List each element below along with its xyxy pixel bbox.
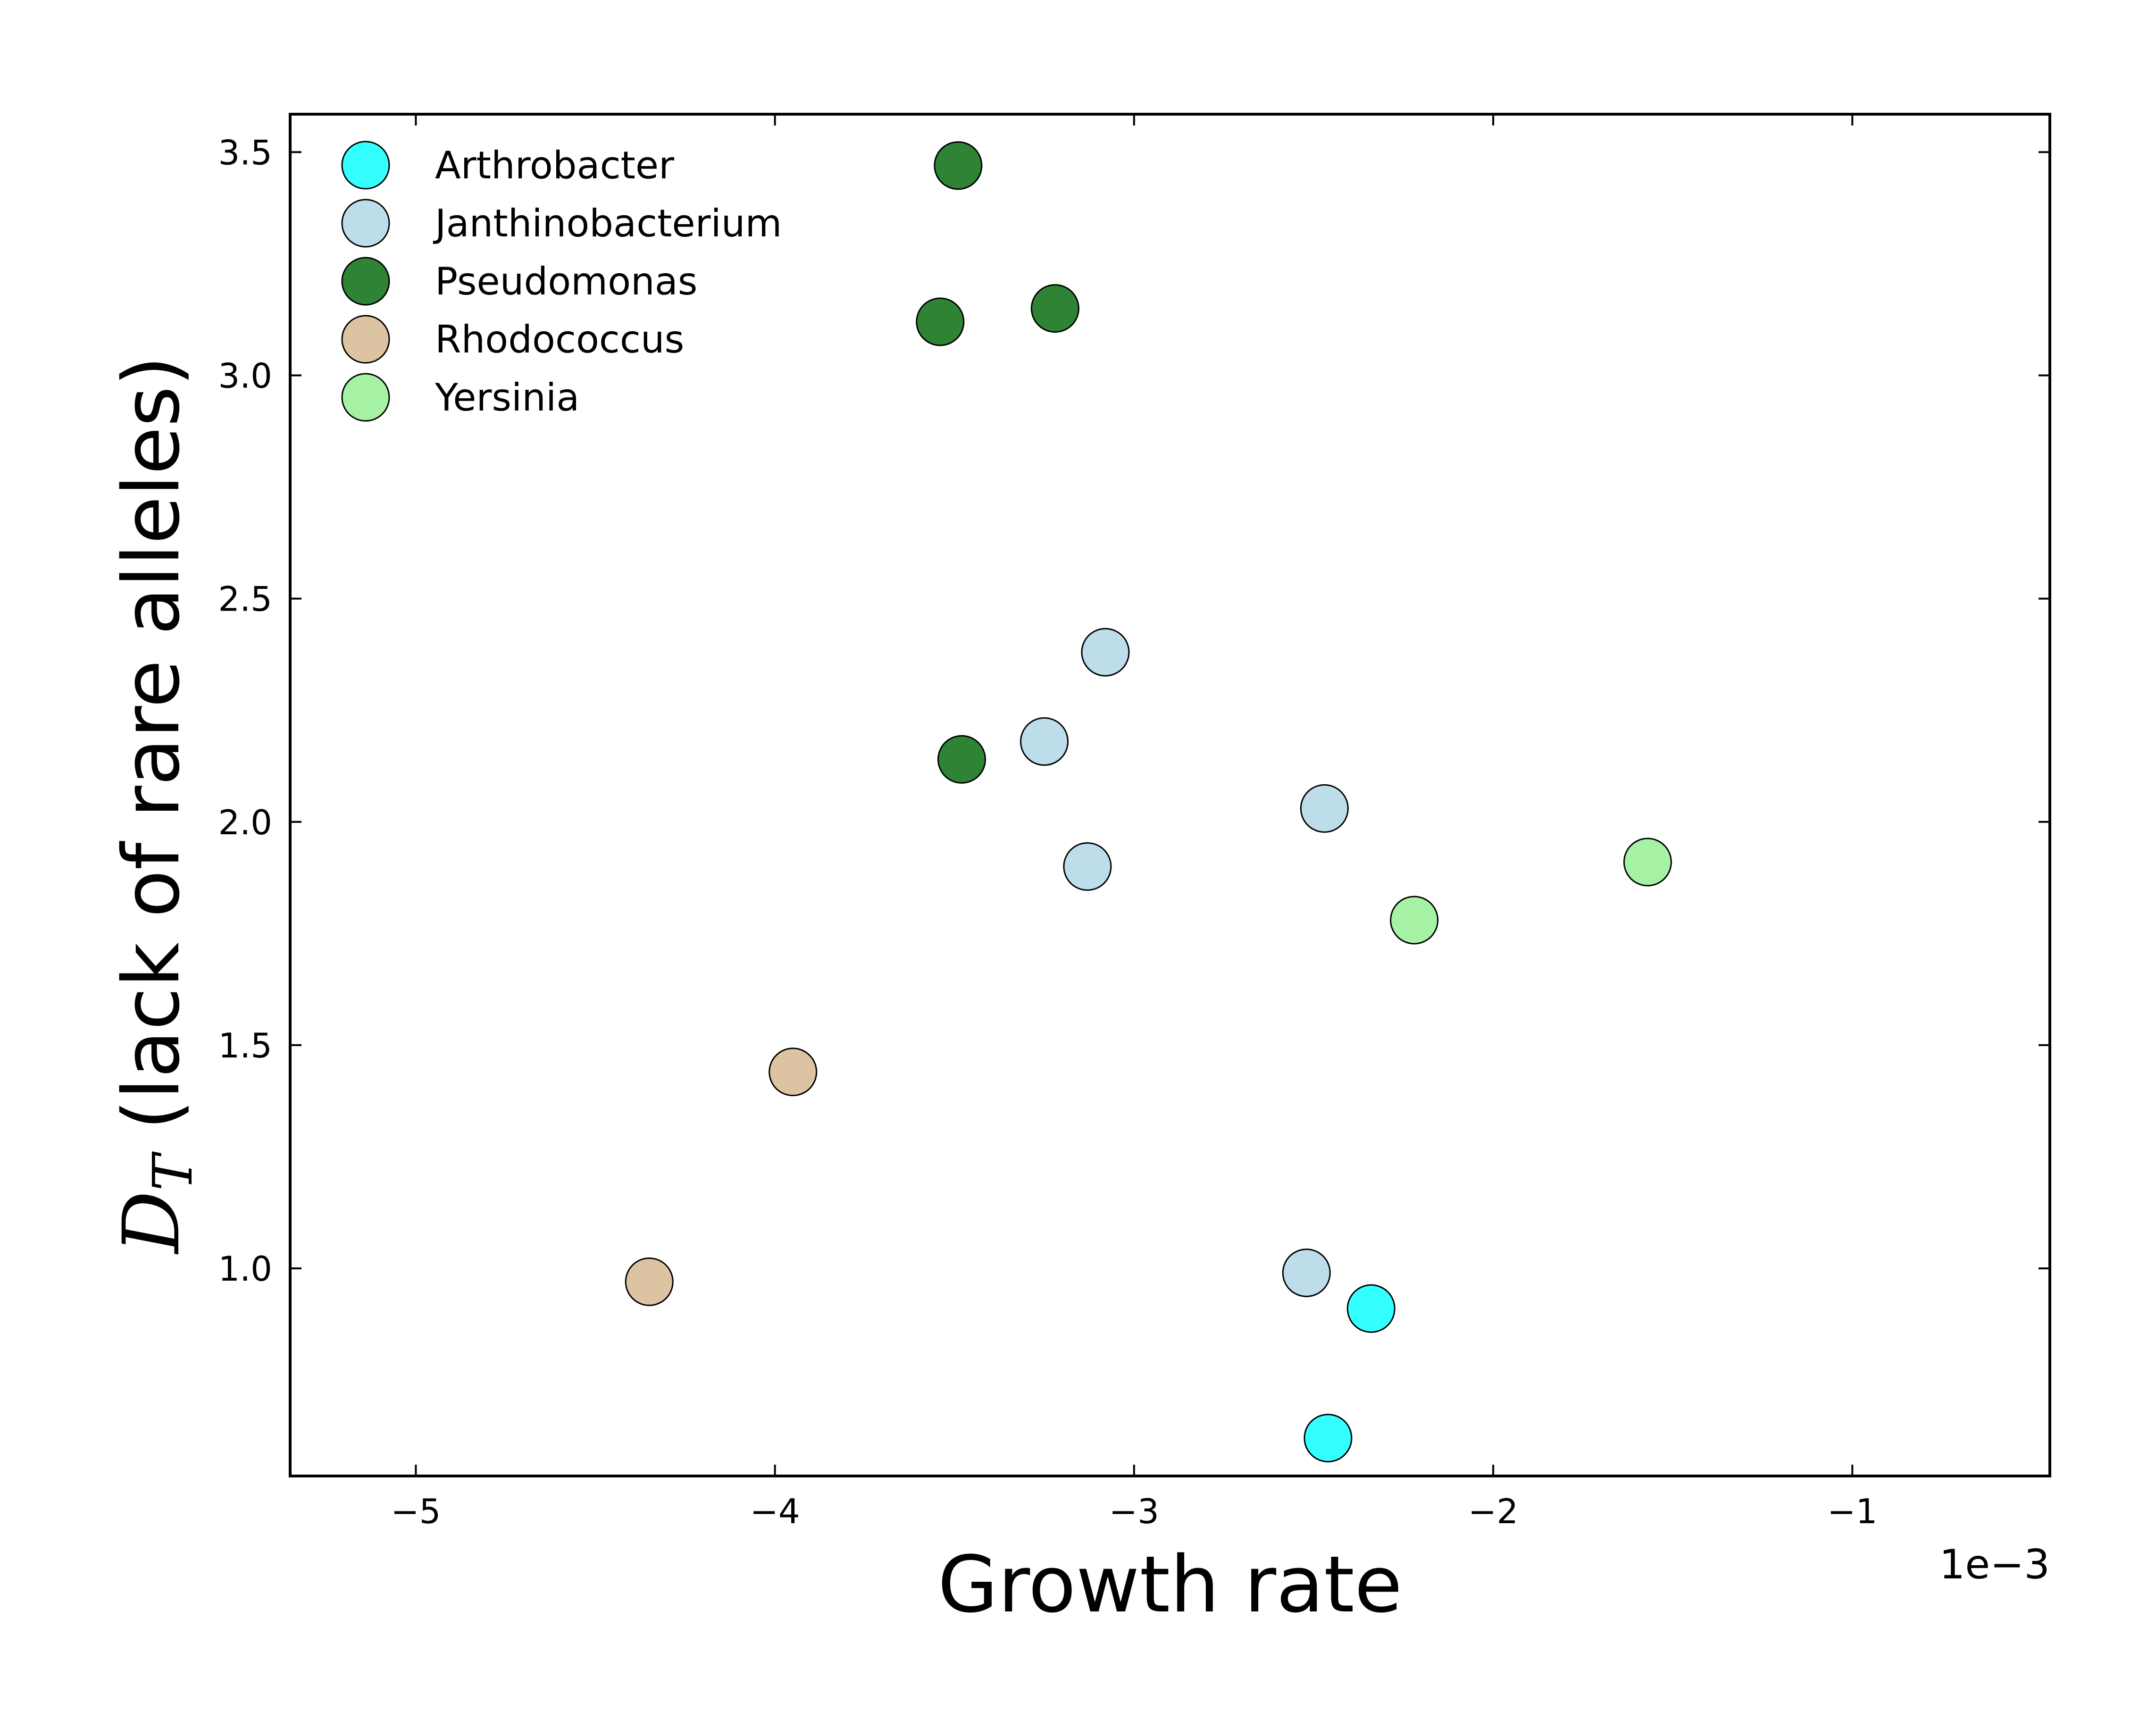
point-pseudomonas <box>937 735 986 784</box>
y-axis-label: DT (lack of rare alleles) <box>106 356 205 1255</box>
legend: Arthrobacter Janthinobacterium Pseudomonas… <box>341 141 782 422</box>
point-arthrobacter <box>1304 1414 1353 1463</box>
x-tick-label: −3 <box>1109 1492 1159 1531</box>
legend-label-arthrobacter: Arthrobacter <box>435 143 674 187</box>
x-tick-label: −1 <box>1827 1492 1877 1531</box>
legend-label-pseudomonas: Pseudomonas <box>435 260 697 303</box>
point-janthinobacterium <box>1020 717 1069 766</box>
y-tick-label: 2.5 <box>218 579 272 619</box>
y-axis-label-text: (lack of rare alleles) <box>106 356 197 1155</box>
x-tick-label: −2 <box>1468 1492 1518 1531</box>
point-arthrobacter <box>1346 1284 1396 1333</box>
point-janthinobacterium <box>1282 1248 1331 1297</box>
point-janthinobacterium <box>1063 842 1112 891</box>
legend-label-yersinia: Yersinia <box>435 376 579 419</box>
legend-marker-yersinia <box>341 373 390 422</box>
point-janthinobacterium <box>1300 784 1349 833</box>
point-rhodococcus <box>769 1048 818 1097</box>
legend-marker-pseudomonas <box>341 257 390 306</box>
legend-marker-janthinobacterium <box>341 199 390 248</box>
legend-label-janthinobacterium: Janthinobacterium <box>433 201 782 245</box>
legend-label-rhodococcus: Rhodococcus <box>435 318 684 361</box>
point-yersinia <box>1623 838 1672 887</box>
legend-marker-rhodococcus <box>341 315 390 364</box>
point-pseudomonas <box>1030 284 1079 333</box>
plot-frame <box>289 113 2051 1477</box>
point-janthinobacterium <box>1081 628 1130 677</box>
y-tick-label: 3.0 <box>218 356 272 396</box>
x-axis-offset-label: 1e−3 <box>1939 1541 2050 1588</box>
x-tick-label: −4 <box>750 1492 800 1531</box>
y-axis-label-subscript: T <box>142 1151 205 1191</box>
point-rhodococcus <box>625 1257 674 1306</box>
legend-marker-arthrobacter <box>341 141 390 190</box>
point-pseudomonas <box>934 141 983 190</box>
y-tick-label: 1.0 <box>218 1249 272 1289</box>
x-tick-label: −5 <box>391 1492 441 1531</box>
y-tick-label: 2.0 <box>218 803 272 842</box>
y-tick-label: 3.5 <box>218 133 272 172</box>
point-pseudomonas <box>916 297 965 346</box>
y-axis-label-symbol: D <box>106 1191 197 1255</box>
data-points <box>625 141 1672 1463</box>
axis-ticks: −5 −4 −3 −2 −1 1.0 1.5 2.0 2.5 3.0 3.5 <box>218 114 2050 1531</box>
y-tick-label: 1.5 <box>218 1026 272 1065</box>
point-yersinia <box>1390 896 1439 945</box>
x-axis-label: Growth rate <box>938 1539 1403 1630</box>
